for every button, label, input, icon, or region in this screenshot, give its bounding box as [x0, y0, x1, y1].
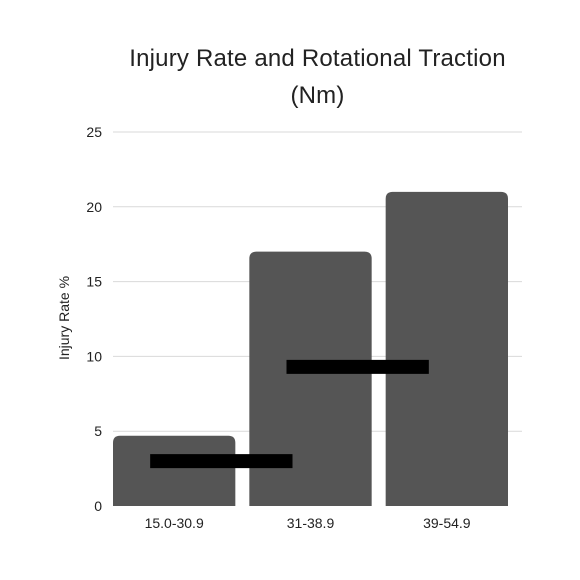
chart-title-line-2: (Nm)	[290, 82, 345, 109]
y-tick-label: 20	[86, 199, 102, 215]
bar-39-54.9	[385, 191, 508, 506]
x-tick-labels: 15.0-30.9 31-38.9 39-54.9	[145, 515, 471, 531]
x-tick-label: 15.0-30.9	[145, 515, 204, 531]
chart-title-line-1: Injury Rate and Rotational Traction	[129, 45, 506, 72]
y-tick-labels: 0 5 10 15 20 25	[86, 124, 102, 514]
bar-15.0-30.9	[113, 435, 236, 506]
range-markers	[150, 359, 429, 469]
y-tick-label: 10	[86, 348, 102, 364]
y-tick-label: 5	[94, 423, 102, 439]
y-tick-label: 15	[86, 274, 102, 290]
y-tick-label: 0	[94, 498, 102, 514]
bar-31-38.9	[249, 251, 372, 506]
range-marker-2	[286, 359, 429, 374]
x-tick-label: 31-38.9	[287, 515, 335, 531]
x-tick-label: 39-54.9	[423, 515, 471, 531]
y-tick-label: 25	[86, 124, 102, 140]
bars	[113, 191, 508, 506]
y-axis-label: Injury Rate %	[56, 276, 72, 360]
range-marker-1	[150, 454, 293, 469]
